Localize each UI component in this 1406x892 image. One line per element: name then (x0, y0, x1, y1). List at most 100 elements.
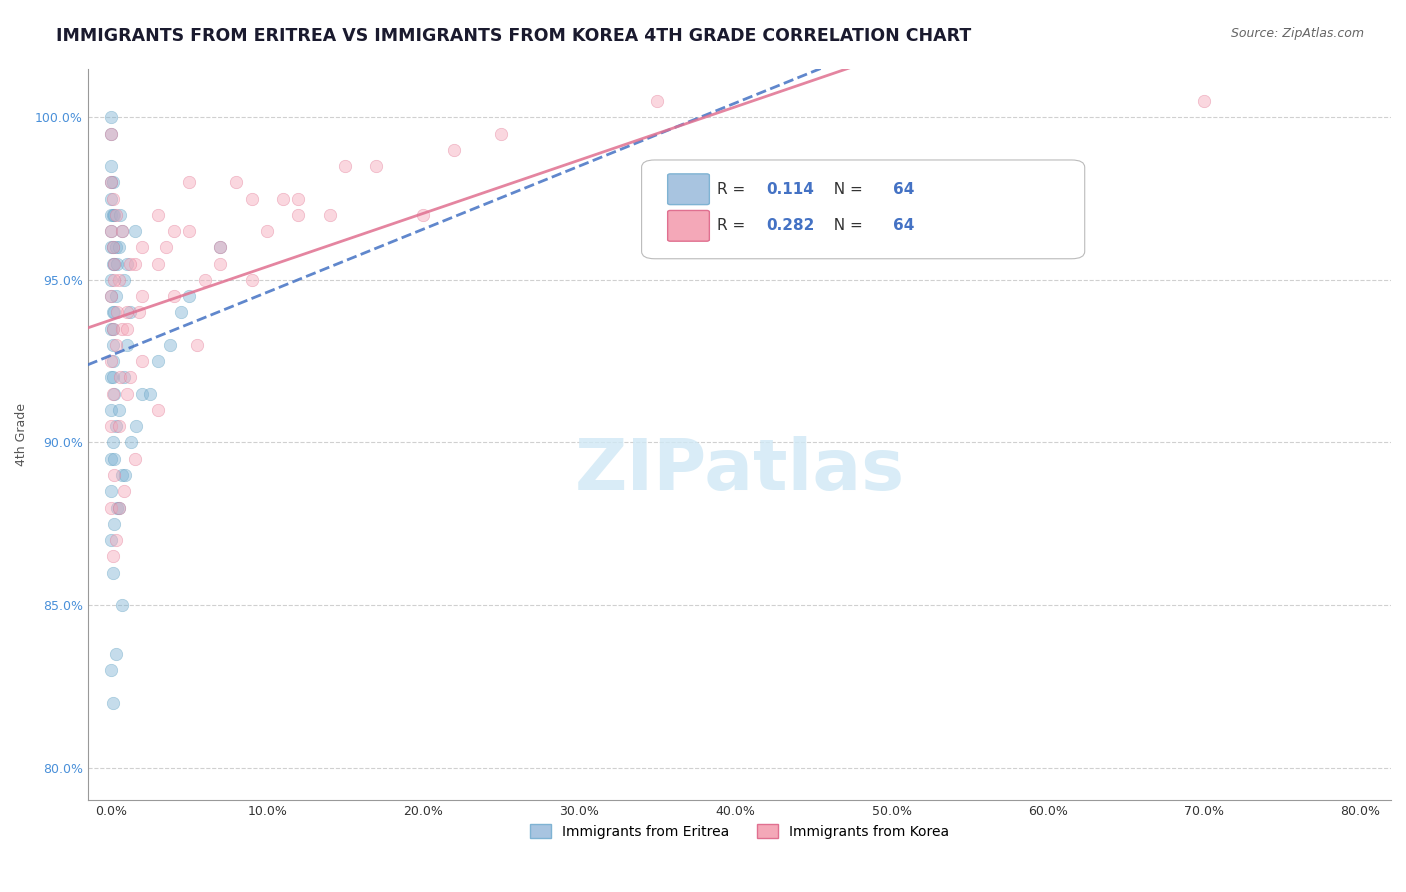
Point (104, 533, 127, 547)
Point (104, 289, 127, 303)
Legend: Immigrants from Eritrea, Immigrants from Korea: Immigrants from Eritrea, Immigrants from… (524, 819, 955, 845)
Point (170, 305, 193, 319)
Point (101, 192, 124, 206)
Point (112, 370, 135, 384)
Point (162, 224, 184, 238)
Point (101, 305, 124, 319)
Point (101, 208, 124, 222)
Point (115, 257, 138, 271)
Point (194, 273, 217, 287)
Point (101, 435, 124, 450)
Point (108, 500, 131, 515)
Point (100, 370, 122, 384)
Point (115, 338, 138, 352)
Point (103, 468, 125, 483)
Point (120, 435, 142, 450)
Point (115, 305, 138, 319)
Point (131, 386, 153, 401)
Point (100, 419, 122, 434)
Point (118, 257, 141, 271)
Point (412, 208, 434, 222)
Point (112, 484, 135, 499)
Point (115, 386, 138, 401)
Text: R =: R = (717, 182, 751, 197)
Text: 0.282: 0.282 (766, 219, 815, 234)
Point (103, 516, 125, 531)
Point (128, 305, 150, 319)
Point (491, 127, 513, 141)
Text: 64: 64 (893, 219, 914, 234)
Point (111, 468, 134, 483)
Point (104, 240, 127, 254)
Point (131, 289, 153, 303)
Point (100, 110, 122, 124)
Point (100, 175, 122, 189)
Point (225, 175, 247, 189)
Point (101, 354, 124, 368)
Point (179, 289, 201, 303)
Point (124, 257, 146, 271)
Point (111, 224, 134, 238)
Point (101, 240, 124, 254)
Point (101, 566, 124, 580)
Text: Source: ZipAtlas.com: Source: ZipAtlas.com (1230, 27, 1364, 40)
Point (256, 224, 278, 238)
Point (271, 192, 294, 206)
Point (159, 338, 181, 352)
Text: ZIPatlas: ZIPatlas (574, 436, 904, 506)
Text: N =: N = (824, 182, 868, 197)
Point (101, 370, 124, 384)
Point (366, 159, 388, 173)
Point (108, 240, 131, 254)
Point (100, 289, 122, 303)
Point (101, 240, 124, 254)
Text: N =: N = (824, 219, 868, 234)
Point (131, 354, 153, 368)
Point (162, 289, 184, 303)
Point (100, 451, 122, 466)
Point (108, 500, 131, 515)
Point (209, 240, 232, 254)
Point (100, 224, 122, 238)
Point (146, 354, 169, 368)
Point (114, 468, 136, 483)
Point (103, 257, 125, 271)
Point (101, 321, 124, 335)
Point (100, 321, 122, 335)
Point (131, 240, 153, 254)
Point (100, 240, 122, 254)
Point (146, 257, 169, 271)
Point (179, 175, 201, 189)
Point (101, 696, 124, 710)
Point (108, 419, 131, 434)
Point (287, 208, 309, 222)
Point (124, 451, 146, 466)
Text: 64: 64 (893, 182, 914, 197)
Point (118, 370, 141, 384)
FancyBboxPatch shape (668, 174, 710, 204)
FancyBboxPatch shape (668, 211, 710, 241)
Point (103, 305, 125, 319)
Point (100, 224, 122, 238)
Point (105, 500, 128, 515)
Point (111, 598, 134, 612)
Point (179, 224, 201, 238)
Point (104, 647, 127, 661)
Text: IMMIGRANTS FROM ERITREA VS IMMIGRANTS FROM KOREA 4TH GRADE CORRELATION CHART: IMMIGRANTS FROM ERITREA VS IMMIGRANTS FR… (56, 27, 972, 45)
Point (443, 143, 465, 157)
Point (101, 321, 124, 335)
Point (100, 208, 122, 222)
Point (104, 208, 127, 222)
Point (100, 354, 122, 368)
Point (155, 240, 177, 254)
Y-axis label: 4th Grade: 4th Grade (15, 403, 28, 466)
Point (100, 192, 122, 206)
Point (100, 403, 122, 417)
Point (118, 305, 141, 319)
Point (1192, 94, 1215, 108)
Point (115, 321, 138, 335)
Point (100, 500, 122, 515)
Point (125, 419, 148, 434)
Point (112, 273, 135, 287)
Point (287, 192, 309, 206)
